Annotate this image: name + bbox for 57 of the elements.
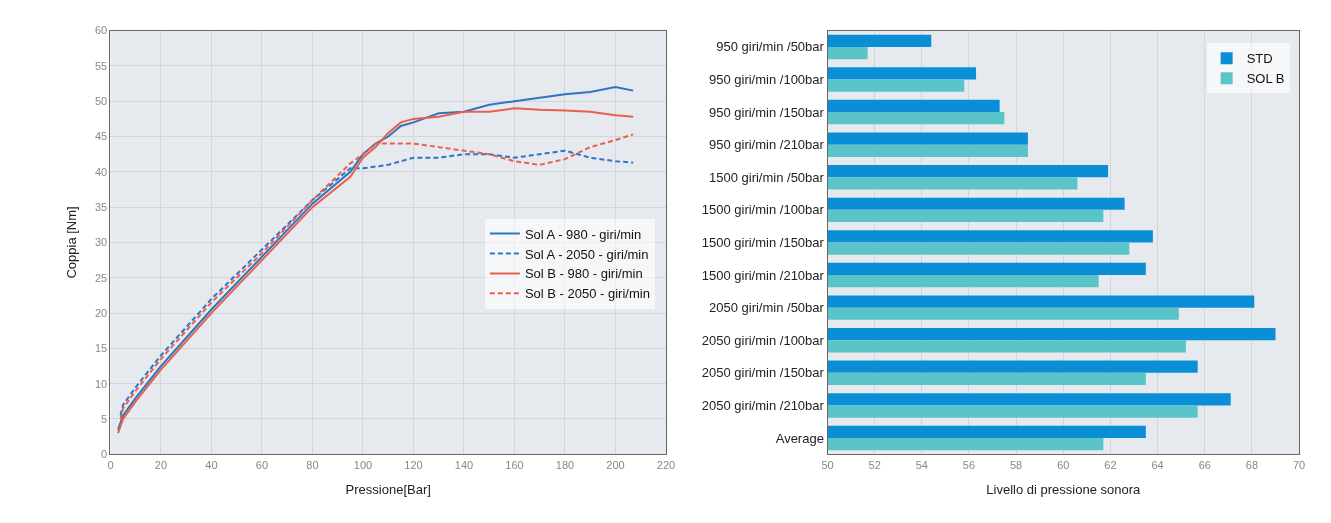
y-tick-label: 950 giri/min /210bar	[708, 137, 825, 153]
y-tick-label: 15	[94, 342, 108, 355]
y-tick-label: Average	[775, 430, 824, 446]
y-tick-label: 950 giri/min /100bar	[708, 72, 825, 88]
y-tick-label: 60	[94, 24, 108, 37]
y-axis-title: Coppia [Nm]	[63, 206, 79, 279]
y-tick-label: 2050 giri/min /150bar	[701, 365, 825, 381]
x-tick-label: 100	[353, 458, 373, 471]
y-tick-label: 1500 giri/min /100bar	[701, 202, 825, 218]
y-tick-label: 1500 giri/min /50bar	[708, 169, 825, 185]
x-tick-label: 68	[1245, 458, 1259, 471]
y-tick-label: 2050 giri/min /50bar	[708, 300, 825, 316]
y-tick-label: 5	[101, 412, 108, 425]
y-tick-label: 35	[94, 201, 108, 213]
x-tick-label: 220	[656, 458, 676, 471]
y-tick-label: 10	[94, 377, 108, 390]
x-tick-label: 50	[821, 458, 834, 471]
y-tick-label: 0	[101, 448, 108, 461]
x-tick-label: 20	[154, 458, 168, 471]
y-tick-label: 950 giri/min /50bar	[716, 39, 825, 55]
x-tick-label: 40	[205, 458, 218, 471]
x-tick-label: 160	[505, 458, 524, 471]
y-tick-label: 55	[94, 59, 108, 72]
x-tick-label: 180	[555, 458, 575, 471]
x-tick-label: 60	[1057, 458, 1070, 471]
x-axis-title: Livello di pressione sonora	[986, 482, 1142, 498]
y-tick-label: 950 giri/min /150bar	[708, 104, 825, 120]
y-tick-label: 40	[94, 165, 108, 178]
y-tick-label: 1500 giri/min /150bar	[701, 235, 825, 251]
x-tick-label: 120	[404, 458, 423, 471]
y-tick-label: 45	[94, 130, 108, 143]
x-tick-label: 60	[255, 458, 269, 471]
x-tick-label: 54	[915, 458, 928, 471]
x-axis-title: Pressione[Bar]	[345, 482, 431, 498]
y-tick-label: 25	[94, 271, 108, 284]
y-tick-label: 2050 giri/min /100bar	[701, 332, 825, 348]
x-tick-label: 140	[454, 458, 474, 471]
x-tick-label: 56	[962, 458, 976, 471]
legend-label: STD	[1246, 51, 1273, 67]
x-tick-label: 62	[1104, 458, 1117, 471]
x-tick-label: 200	[606, 458, 625, 471]
legend-label: Sol A - 2050 - giri/min	[524, 246, 649, 262]
y-tick-label: 1500 giri/min /210bar	[701, 267, 825, 283]
y-tick-label: 30	[94, 236, 108, 249]
legend-label: Sol A - 980 - giri/min	[524, 226, 642, 242]
x-tick-label: 70	[1292, 458, 1306, 471]
legend-label: Sol B - 980 - giri/min	[524, 266, 643, 282]
legend-label: Sol B - 2050 - giri/min	[524, 286, 650, 302]
legend-label: SOL B	[1246, 71, 1285, 87]
x-tick-label: 66	[1198, 458, 1211, 471]
y-tick-label: 50	[94, 95, 108, 108]
x-tick-label: 58	[1010, 458, 1023, 471]
x-tick-label: 64	[1151, 458, 1164, 471]
y-tick-label: 2050 giri/min /210bar	[701, 397, 825, 413]
x-tick-label: 52	[868, 458, 881, 471]
y-tick-label: 20	[94, 306, 108, 319]
x-tick-label: 80	[306, 458, 319, 471]
